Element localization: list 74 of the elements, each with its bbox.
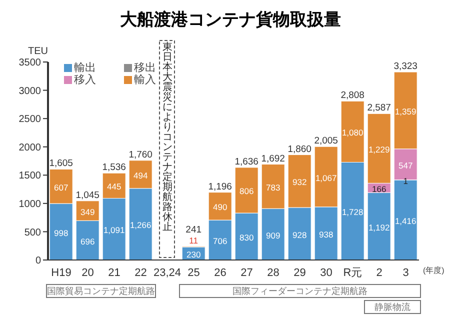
x-tick-label: 27 [240,266,253,279]
x-tick-label: 23,24 [153,266,182,279]
x-tick-label: H19 [51,266,72,279]
data-label: 1,266 [130,220,152,230]
y-tick-label: 1000 [18,198,42,210]
total-label: 2,005 [314,136,338,147]
total-label: 1,760 [128,149,152,160]
y-tick-label: 2500 [18,114,42,126]
x-tick-label: R元 [343,266,362,279]
legend-label: 移入 [73,74,97,86]
total-label: 2,808 [340,90,364,102]
total-label: 1,605 [49,158,73,170]
total-label: 241 [186,224,202,236]
data-label: 607 [54,182,68,192]
total-label: 1,860 [288,144,312,155]
data-label: 11 [189,235,198,246]
text: 東日本大震災によりコンテナ定期航路休止 [162,42,172,233]
legend-label: 移出 [134,62,156,74]
data-label: 230 [186,249,201,260]
data-label: 909 [266,230,280,240]
y-tick-label: 3500 [18,58,42,69]
data-label: 806 [239,186,254,196]
route-box: 国際貿易コンテナ定期航路 [46,284,156,298]
data-label: 1,067 [315,172,337,183]
data-label: 1,229 [368,144,390,154]
category-box: 静脈物流 [364,300,421,314]
data-label: 349 [80,206,95,217]
data-label: 928 [292,230,307,240]
x-tick-label: 25 [188,266,200,279]
data-label: 998 [54,228,68,238]
data-label: 830 [239,232,254,243]
chart-title: 大船渡港コンテナ貨物取扱量 [119,9,342,32]
x-tick-label: 21 [108,266,120,279]
x-tick-label: 28 [267,266,280,279]
y-axis-title: TEU [28,46,48,57]
data-label: 1,080 [342,128,364,138]
x-tick-label: 26 [214,266,226,279]
x-tick-label: 2 [376,266,382,279]
y-tick-label: 0 [35,256,42,267]
data-label: 494 [133,170,148,180]
data-label: 696 [80,236,95,246]
total-label: 1,636 [234,156,258,168]
x-tick-label: 20 [82,266,94,279]
y-tick-label: 3000 [18,86,42,97]
route-box: 国際フィーダーコンテナ定期航路 [178,284,421,298]
data-label: 1,091 [103,225,125,236]
data-label: 1,359 [394,106,416,116]
legend-label: 輸入 [134,74,156,86]
x-tick-label: 29 [294,266,306,279]
x-tick-label: 22 [134,266,147,279]
data-label: 166 [372,184,386,194]
data-label: 490 [212,202,228,212]
data-label: 1,416 [394,216,416,226]
legend-label: 輸出 [73,62,97,74]
y-tick-label: 1500 [18,170,42,182]
data-label: 706 [212,236,228,246]
x-tick-label: 30 [320,266,332,279]
y-tick-label: 2000 [18,142,42,154]
x-tick-label: 3 [402,266,409,279]
total-label: 1,692 [261,153,285,164]
total-label: 1,196 [208,181,232,192]
data-label: 783 [266,182,280,192]
total-label: 1,536 [102,162,126,174]
data-label: 932 [292,177,307,188]
data-label: 1,192 [368,222,390,232]
total-label: 1,045 [76,190,100,201]
total-label: 3,323 [394,61,418,72]
total-label: 2,587 [367,102,391,114]
text: (年度) [423,265,444,276]
data-label: 445 [106,182,122,192]
data-label: 547 [398,160,413,170]
y-tick-label: 500 [24,227,42,238]
data-label: 938 [318,229,334,240]
data-label: 1,728 [342,207,364,218]
